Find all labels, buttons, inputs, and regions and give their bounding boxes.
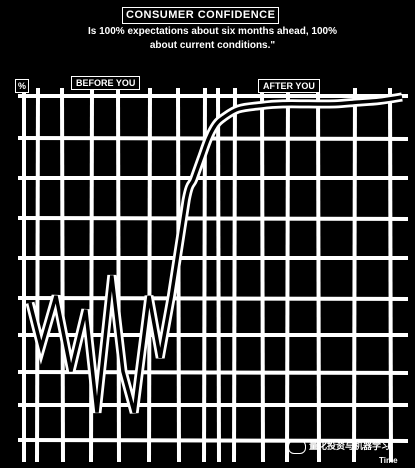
chart-title: CONSUMER CONFIDENCE	[122, 7, 280, 24]
grid-v-line	[116, 87, 121, 463]
grid-v-line	[60, 87, 65, 463]
grid-v-line	[388, 87, 393, 463]
grid-v-line	[216, 87, 221, 463]
grid-v-line	[260, 87, 265, 463]
y-axis-label: %	[15, 79, 30, 93]
wechat-icon	[288, 439, 306, 454]
grid-v-line	[316, 87, 321, 463]
series-line-group	[25, 92, 403, 414]
watermark: 量化投资与机器学习	[288, 439, 390, 454]
chart-subtitle: Is 100% expectations about six months ah…	[88, 26, 337, 51]
annotation-before: BEFORE YOU	[71, 76, 141, 90]
series-line	[28, 95, 403, 414]
grid-v-line	[285, 87, 290, 463]
grid-h-line	[17, 296, 409, 301]
grid-v-line	[232, 87, 237, 463]
grid-v-line	[35, 87, 40, 463]
grid-h-line	[17, 370, 409, 375]
series-line-outline	[25, 92, 403, 414]
x-axis-label: Time	[379, 456, 398, 465]
watermark-text: 量化投资与机器学习	[309, 441, 391, 451]
grid-lines	[17, 87, 409, 463]
annotation-after: AFTER YOU	[258, 79, 320, 93]
grid-h-line	[17, 216, 409, 221]
grid-v-line	[352, 87, 357, 463]
grid-v-line	[147, 87, 152, 463]
grid-h-line	[17, 438, 409, 443]
